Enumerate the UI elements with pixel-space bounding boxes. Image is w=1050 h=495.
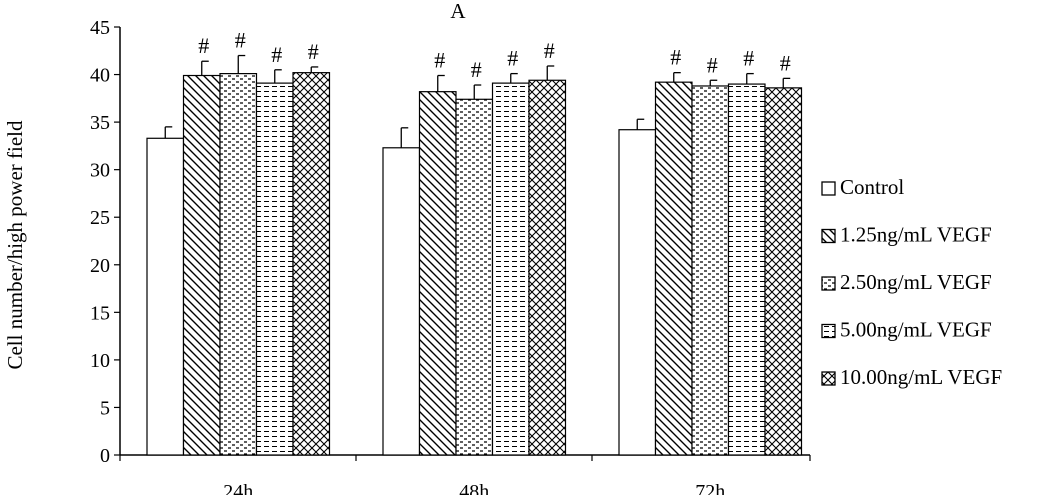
bar — [491, 82, 530, 456]
significance-mark: # — [507, 46, 518, 71]
y-tick-label: 40 — [90, 65, 110, 87]
legend: Control 1.25ng/mL VEGF 2.50ng/mL VEGF 5.00n… — [821, 175, 1002, 389]
legend-label: 10.00ng/mL VEGF — [840, 365, 1002, 389]
legend-label: 2.50ng/mL VEGF — [840, 270, 992, 294]
bar — [219, 73, 258, 456]
significance-mark: # — [670, 45, 681, 70]
y-tick-label: 0 — [100, 445, 110, 467]
significance-mark: # — [235, 28, 246, 53]
significance-mark: # — [434, 48, 445, 73]
bar — [764, 87, 803, 456]
bar — [382, 147, 421, 456]
bar — [455, 98, 494, 456]
significance-mark: # — [308, 39, 319, 64]
bar — [528, 79, 567, 456]
plot-area: 0 5 10 15 20 25 30 35 40 45 # # # #24h # # # #48h # # # #72h — [90, 17, 811, 495]
significance-mark: # — [707, 52, 718, 77]
y-tick-label: 5 — [100, 397, 110, 419]
significance-mark: # — [471, 57, 482, 82]
legend-swatch — [821, 228, 836, 244]
chart-title: A — [450, 0, 466, 23]
y-tick-label: 35 — [90, 112, 110, 134]
y-axis-title: Cell number/high power field — [3, 120, 27, 370]
bar — [618, 129, 657, 456]
legend-swatch — [821, 371, 836, 386]
y-tick-label: 20 — [90, 255, 110, 277]
bar — [691, 85, 730, 456]
legend-label: 5.00ng/mL VEGF — [840, 318, 992, 342]
bar — [654, 81, 693, 456]
significance-mark: # — [271, 42, 282, 67]
legend-swatch — [821, 276, 836, 291]
legend-swatch — [821, 181, 836, 196]
bar — [255, 82, 294, 456]
bar — [292, 72, 331, 456]
y-tick-label: 10 — [90, 350, 110, 372]
significance-mark: # — [780, 50, 791, 75]
bar — [418, 91, 457, 456]
x-tick-label: 72h — [695, 481, 725, 495]
legend-label: 1.25ng/mL VEGF — [840, 223, 992, 247]
y-tick-label: 25 — [90, 207, 110, 229]
y-tick-label: 30 — [90, 160, 110, 182]
y-tick-label: 45 — [90, 17, 110, 39]
significance-mark: # — [544, 38, 555, 63]
y-tick-label: 15 — [90, 302, 110, 324]
x-tick-label: 24h — [223, 481, 253, 495]
bar — [146, 137, 185, 456]
significance-mark: # — [198, 33, 209, 58]
significance-mark: # — [743, 46, 754, 71]
x-tick-label: 48h — [459, 481, 489, 495]
legend-swatch — [821, 323, 836, 339]
legend-label: Control — [840, 175, 904, 199]
bar — [182, 74, 221, 456]
bar — [727, 83, 766, 456]
